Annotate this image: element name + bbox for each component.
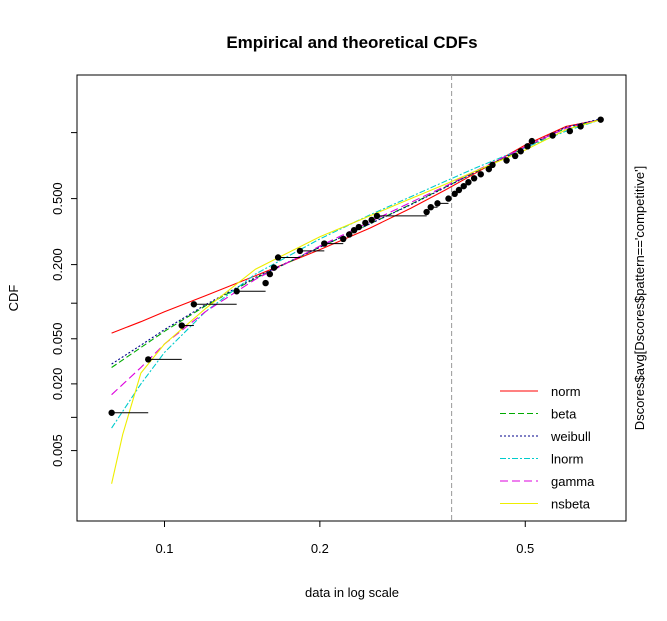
empirical-point xyxy=(190,301,198,308)
empirical-point xyxy=(528,137,536,145)
curve-gamma xyxy=(111,119,601,396)
empirical-point xyxy=(597,116,604,123)
chart-title: Empirical and theoretical CDFs xyxy=(226,33,477,52)
curve-lnorm xyxy=(111,119,601,429)
empirical-point xyxy=(577,123,584,130)
empirical-point xyxy=(566,127,574,135)
empirical-point xyxy=(262,279,269,287)
empirical-point xyxy=(373,212,381,220)
curve-beta xyxy=(111,119,601,368)
empirical-point xyxy=(451,190,458,198)
y-tick-label: 0.050 xyxy=(50,323,65,356)
y-tick-label: 0.020 xyxy=(50,368,65,401)
y-tick-label: 0.500 xyxy=(50,182,65,215)
empirical-point xyxy=(362,219,369,227)
x-tick-label: 0.5 xyxy=(516,541,534,556)
empirical-point xyxy=(296,247,304,255)
empirical-point xyxy=(266,270,274,278)
theoretical-curves xyxy=(111,118,601,484)
empirical-point xyxy=(477,171,484,178)
empirical-point xyxy=(470,175,478,182)
empirical-point xyxy=(427,203,434,211)
empirical-point xyxy=(465,179,472,186)
empirical-point xyxy=(368,216,375,224)
y-axis: 0.005 0.020 0.050 0.200 0.500 xyxy=(50,132,77,467)
x-axis: 0.1 0.2 0.5 xyxy=(155,521,534,556)
legend-label-lnorm: lnorm xyxy=(551,452,584,467)
right-axis-label: Dscores$avg[Dscores$pattern=='competitiv… xyxy=(632,166,647,430)
empirical-point xyxy=(321,240,328,247)
legend-label-beta: beta xyxy=(551,407,577,422)
empirical-point xyxy=(145,356,152,363)
legend-label-nsbeta: nsbeta xyxy=(551,497,591,512)
x-axis-label: data in log scale xyxy=(305,585,399,600)
empirical-point xyxy=(350,226,358,234)
empirical-point xyxy=(455,186,463,194)
empirical-point xyxy=(485,165,493,173)
curve-nsbeta xyxy=(111,119,601,484)
empirical-point xyxy=(270,264,278,271)
empirical-point xyxy=(489,161,496,169)
empirical-point xyxy=(549,132,556,139)
empirical-point xyxy=(355,223,363,231)
y-axis-label: CDF xyxy=(6,285,21,312)
plot-area xyxy=(76,74,627,522)
empirical-point xyxy=(178,322,185,329)
empirical-point xyxy=(108,409,115,416)
empirical-point xyxy=(274,254,282,261)
y-tick-label: 0.200 xyxy=(50,248,65,281)
empirical-point xyxy=(445,195,452,202)
empirical-point xyxy=(434,200,441,207)
empirical-point xyxy=(423,208,430,216)
empirical-point xyxy=(346,231,353,238)
y-tick-label: 0.005 xyxy=(50,434,65,467)
legend-label-norm: norm xyxy=(551,384,581,399)
empirical-point xyxy=(340,235,347,243)
legend-label-weibull: weibull xyxy=(550,429,591,444)
empirical-point xyxy=(511,152,519,160)
empirical-point xyxy=(460,182,467,190)
empirical-point xyxy=(503,157,510,164)
empirical-point xyxy=(517,148,524,155)
empirical-point xyxy=(233,288,240,295)
x-tick-label: 0.2 xyxy=(311,541,329,556)
x-tick-label: 0.1 xyxy=(155,541,173,556)
legend-label-gamma: gamma xyxy=(551,474,595,489)
empirical-point xyxy=(524,143,531,150)
legend: norm beta weibull lnorm gamma nsbeta xyxy=(500,384,595,512)
empirical-points xyxy=(108,116,604,416)
